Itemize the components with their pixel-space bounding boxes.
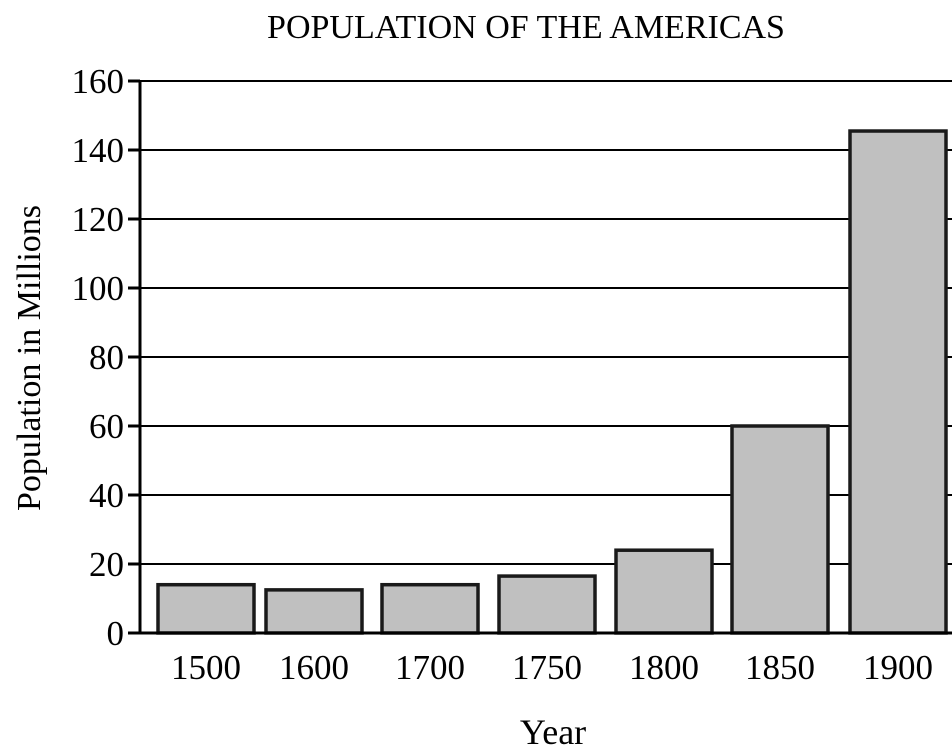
gridlines: [140, 80, 952, 565]
x-tick-label-1500: 1500: [171, 648, 241, 687]
bar-1900: [848, 129, 948, 635]
x-axis-label: Year: [520, 712, 586, 752]
bars: [156, 129, 948, 635]
bar-1500: [156, 582, 256, 635]
y-axis-label: Population in Millions: [11, 205, 48, 511]
y-tick-label: 0: [107, 614, 125, 653]
bar-1600: [264, 588, 364, 635]
y-tick-label: 40: [89, 476, 124, 515]
y-tick-label: 20: [89, 545, 124, 584]
x-tick-label-1900: 1900: [863, 648, 933, 687]
x-tick-label-1800: 1800: [629, 648, 699, 687]
x-tick-label-1600: 1600: [279, 648, 349, 687]
y-tick-label: 140: [72, 131, 125, 170]
y-tick-labels: 0 20 40 60 80 100 120 140 160: [72, 62, 125, 653]
x-tick-labels: 1500 1600 1700 1750 1800 1850 1900: [171, 648, 933, 687]
bar-1700: [380, 582, 480, 635]
y-tick-label: 80: [89, 338, 124, 377]
bar-1800: [614, 548, 714, 635]
y-tick-label: 120: [72, 200, 125, 239]
y-tick-label: 60: [89, 407, 124, 446]
x-tick-label-1700: 1700: [395, 648, 465, 687]
chart-title: POPULATION OF THE AMERICAS: [267, 9, 785, 46]
axes: [128, 79, 952, 635]
x-tick-label-1750: 1750: [512, 648, 582, 687]
bar-1750: [497, 574, 597, 635]
y-tick-label: 100: [72, 269, 125, 308]
bar-1850: [730, 424, 830, 635]
x-tick-label-1850: 1850: [745, 648, 815, 687]
y-tick-label: 160: [72, 62, 125, 101]
